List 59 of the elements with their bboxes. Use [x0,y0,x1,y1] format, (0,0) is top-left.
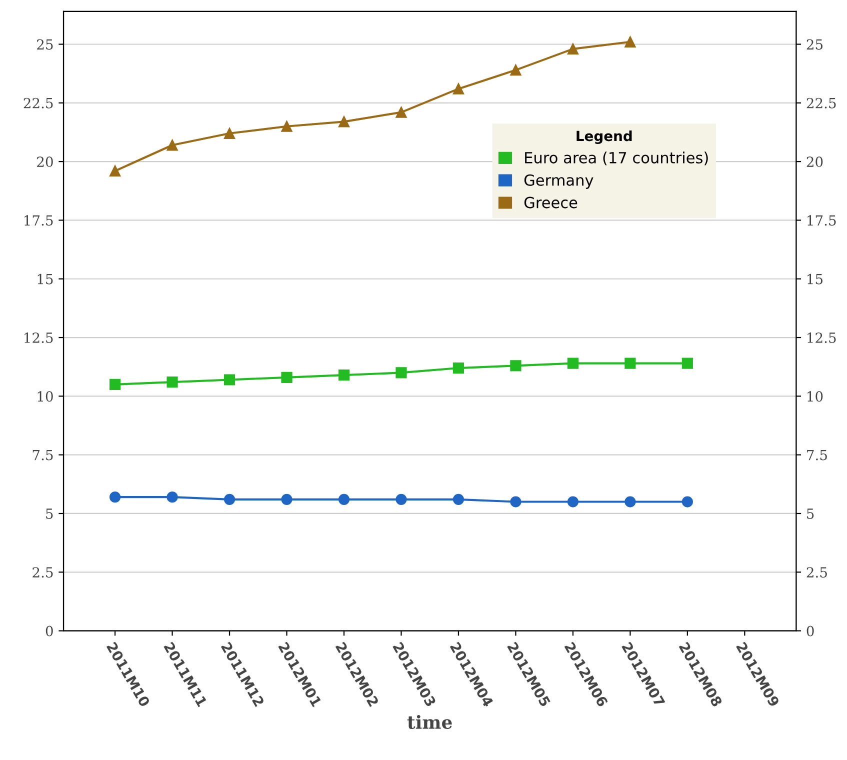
point [109,378,121,390]
point [396,494,407,505]
legend-label: Greece [524,196,578,208]
point [281,494,292,505]
point [452,83,464,94]
y2-tick-label: 10 [808,391,823,402]
point [338,494,350,505]
point [510,496,522,508]
point [224,128,236,139]
point [396,367,407,378]
point [624,36,636,48]
y2-tick-label: 22.5 [806,98,836,108]
legend-title: Legend [576,130,632,144]
point [510,64,522,76]
y-tick-label: 22.5 [24,98,53,108]
y2-tick-label: 12.5 [808,332,836,343]
legend-label: Germany [524,174,594,189]
point [452,362,464,374]
y2-tick-label: 20 [806,156,823,168]
point [567,43,579,54]
y2-tick-label: 25 [806,39,823,50]
point [452,494,464,505]
point [166,376,178,388]
point [224,494,236,505]
point [682,496,693,508]
point [624,496,636,508]
point [109,492,121,503]
y2-tick-label: 7.5 [807,450,827,460]
y2-tick-label: 15 [808,274,823,284]
y2-tick-label: 2.5 [806,567,827,578]
point [510,360,522,372]
y-tick-label: 0 [46,626,53,636]
legend-label: Euro area (17 countries) [525,152,708,166]
point [224,374,236,386]
y2-tick-label: 0 [806,626,814,636]
point [567,358,579,369]
point [166,492,178,503]
point [281,120,292,132]
y-tick-label: 25 [37,39,53,50]
point [109,165,121,176]
y-tick-label: 17.5 [24,215,53,226]
point [166,140,178,151]
y2-tick-label: 17.5 [808,215,836,226]
y-tick-label: 15 [38,274,53,284]
point [281,372,292,383]
y-tick-label: 10 [38,391,53,402]
y-tick-label: 7.5 [32,450,53,460]
point [624,358,636,369]
point [338,116,350,128]
point [567,496,579,508]
x-axis-title: time [407,714,452,729]
point [682,358,693,369]
y-tick-label: 2.5 [32,567,53,578]
y-tick-label: 20 [37,156,53,168]
y2-tick-label: 5 [807,508,814,519]
point [338,370,350,381]
y-tick-label: 12.5 [24,332,53,343]
y-tick-label: 5 [46,508,53,519]
point [396,106,407,118]
